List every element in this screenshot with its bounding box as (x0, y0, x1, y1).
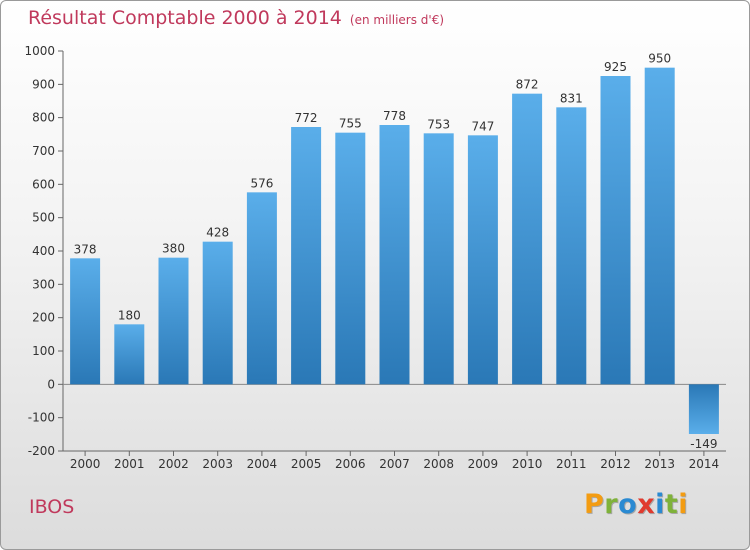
bar-2008 (423, 133, 454, 385)
y-tick-label: -200 (28, 444, 55, 458)
x-tick-label: 2008 (423, 457, 454, 471)
y-tick-label: 300 (32, 277, 55, 291)
value-label: 831 (560, 91, 583, 105)
value-label: 772 (295, 111, 318, 125)
x-tick-label: 2007 (379, 457, 410, 471)
y-tick-label: 1000 (24, 44, 55, 58)
y-tick-label: 200 (32, 311, 55, 325)
value-label: -149 (690, 437, 717, 451)
y-tick-label: 0 (47, 377, 55, 391)
y-tick-label: 600 (32, 177, 55, 191)
bar-2011 (556, 107, 587, 385)
value-label: 380 (162, 242, 185, 256)
value-label: 180 (118, 308, 141, 322)
x-tick-label: 2002 (158, 457, 189, 471)
x-tick-label: 2001 (114, 457, 145, 471)
x-tick-label: 2009 (468, 457, 499, 471)
bar-2005 (291, 127, 322, 385)
y-tick-label: 100 (32, 344, 55, 358)
bar-2013 (644, 67, 675, 385)
value-label: 378 (74, 242, 97, 256)
x-tick-label: 2012 (600, 457, 631, 471)
bar-2000 (70, 258, 101, 385)
bar-2014 (688, 384, 719, 434)
value-label: 753 (427, 117, 450, 131)
y-tick-label: 500 (32, 211, 55, 225)
value-label: 872 (516, 78, 539, 92)
x-tick-label: 2000 (70, 457, 101, 471)
x-tick-label: 2006 (335, 457, 366, 471)
logo-letter: P (584, 489, 605, 520)
value-label: 428 (206, 226, 229, 240)
value-label: 778 (383, 109, 406, 123)
bar-2006 (335, 132, 366, 385)
bar-2012 (600, 76, 631, 385)
title-text: Résultat Comptable 2000 à 2014 (28, 7, 342, 29)
y-tick-label: 900 (32, 77, 55, 91)
bar-2004 (246, 192, 277, 385)
bar-2002 (158, 257, 189, 385)
value-label: 755 (339, 117, 362, 131)
logo-letter: x (637, 489, 656, 520)
y-tick-label: 800 (32, 111, 55, 125)
commune-name: IBOS (29, 496, 75, 518)
logo-letter: i (678, 489, 689, 520)
proxiti-logo: Proxiti (584, 489, 688, 520)
x-tick-label: 2003 (202, 457, 233, 471)
x-tick-label: 2005 (291, 457, 322, 471)
x-tick-label: 2013 (644, 457, 675, 471)
value-label: 925 (604, 60, 627, 74)
logo-letter: i (655, 489, 665, 520)
x-tick-label: 2014 (689, 457, 720, 471)
title-unit: (en milliers d'€) (349, 13, 445, 27)
y-tick-label: -100 (28, 411, 55, 425)
bar-2009 (467, 135, 498, 385)
bar-2003 (202, 241, 233, 385)
logo-letter: r (604, 489, 619, 520)
bar-2001 (114, 324, 145, 385)
value-label: 576 (250, 176, 273, 190)
value-label: 747 (471, 119, 494, 133)
bar-2007 (379, 125, 410, 385)
y-tick-label: 700 (32, 144, 55, 158)
value-label: 950 (648, 52, 671, 66)
y-tick-label: 400 (32, 244, 55, 258)
logo-letter: o (618, 489, 638, 520)
chart-title: Résultat Comptable 2000 à 2014 (en millie… (28, 7, 444, 29)
bar-2010 (512, 93, 543, 385)
x-tick-label: 2010 (512, 457, 543, 471)
x-tick-label: 2011 (556, 457, 587, 471)
logo-letter: t (664, 489, 679, 520)
x-tick-label: 2004 (247, 457, 278, 471)
